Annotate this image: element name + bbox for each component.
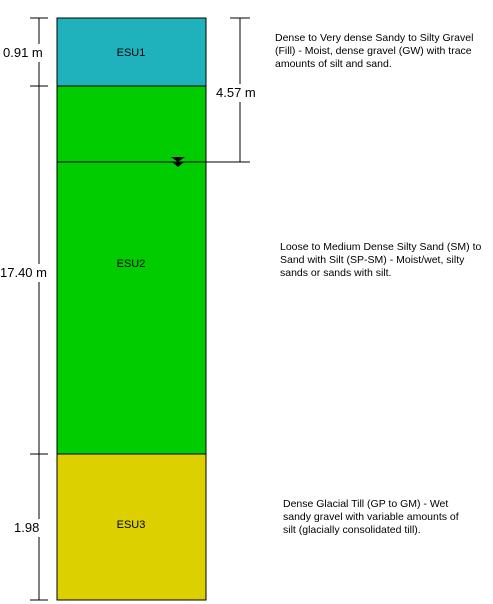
esu2-thickness-label: 17.40 m <box>0 265 47 280</box>
layer-esu2 <box>56 85 207 455</box>
esu2-description: Loose to Medium Dense Silty Sand (SM) to… <box>280 241 482 279</box>
water-depth-label: 4.57 m <box>216 85 256 100</box>
layer-esu3-label: ESU3 <box>117 519 146 531</box>
esu1-thickness-label: 0.91 m <box>3 45 43 60</box>
layer-esu1 <box>56 17 207 87</box>
layer-esu1-label: ESU1 <box>117 47 146 59</box>
esu3-thickness-label: 1.98 <box>14 520 39 535</box>
layer-esu3 <box>56 453 207 601</box>
layer-esu2-label: ESU2 <box>117 258 146 270</box>
left-dimension-line <box>30 17 48 601</box>
water-table-symbol <box>171 157 185 167</box>
esu1-description: Dense to Very dense Sandy to Silty Grave… <box>275 32 474 70</box>
esu3-description: Dense Glacial Till (GP to GM) - Wet sand… <box>283 498 459 536</box>
